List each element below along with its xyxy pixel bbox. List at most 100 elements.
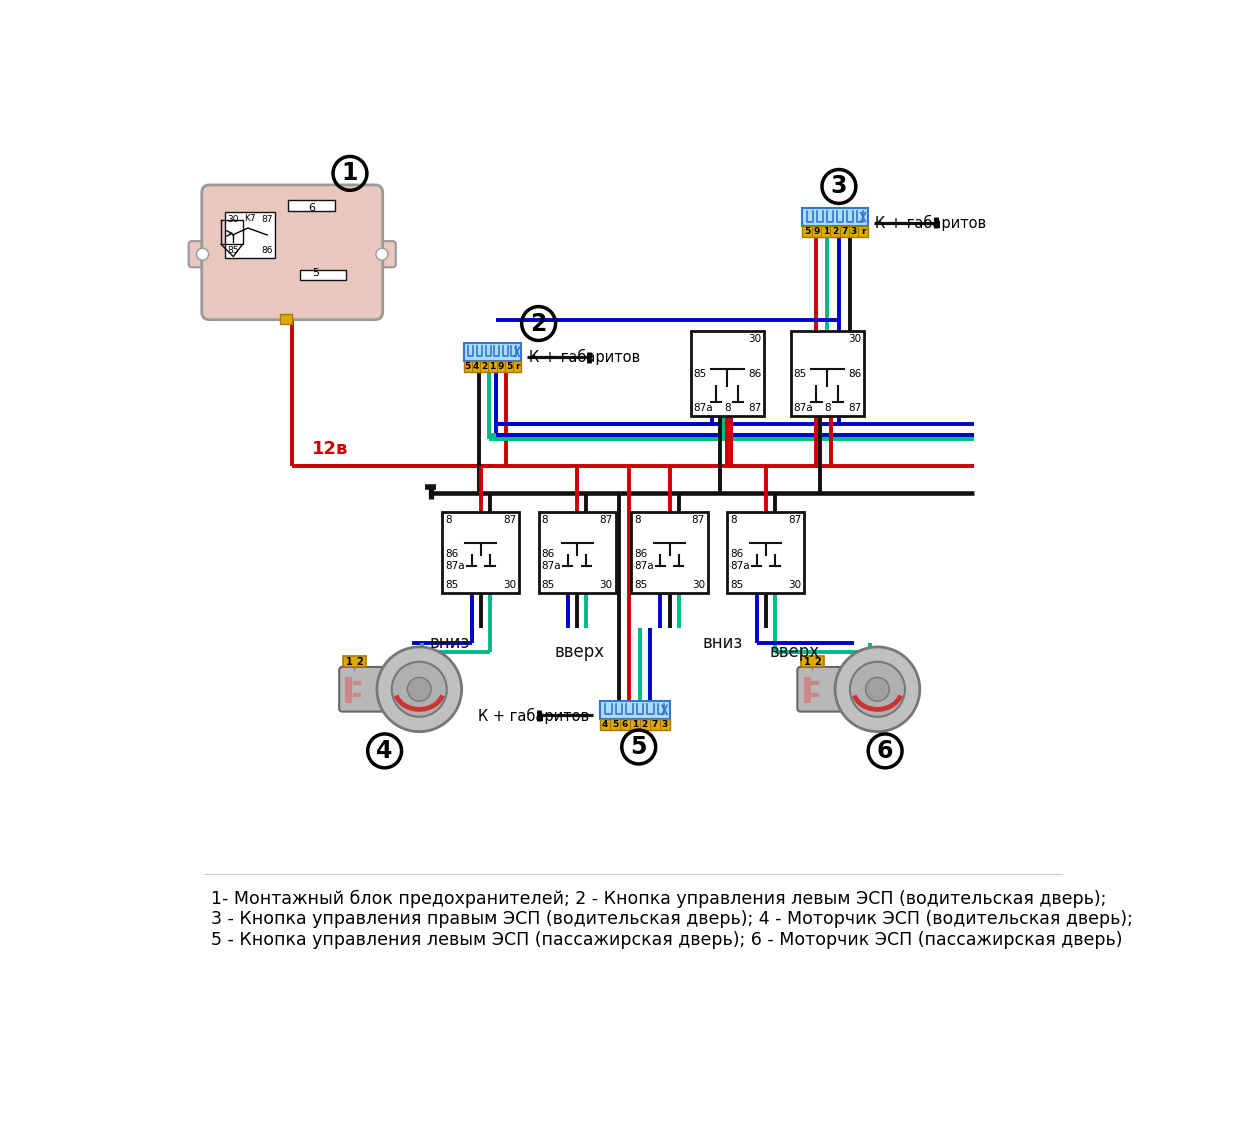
Text: 8: 8 (446, 515, 452, 525)
Text: 3: 3 (851, 227, 857, 236)
Text: 86: 86 (542, 549, 555, 559)
Text: 4: 4 (473, 362, 479, 371)
Text: 87a: 87a (634, 561, 653, 571)
Circle shape (377, 647, 462, 732)
Text: 86: 86 (446, 549, 458, 559)
Text: 87: 87 (748, 402, 762, 413)
Text: 30: 30 (227, 215, 238, 224)
Text: К + габаритов: К + габаритов (876, 215, 987, 230)
FancyBboxPatch shape (225, 212, 275, 259)
Text: 87: 87 (848, 402, 862, 413)
Text: 87a: 87a (542, 561, 562, 571)
Text: 5: 5 (464, 362, 471, 371)
Text: 87: 87 (261, 215, 273, 224)
Text: 3: 3 (831, 174, 847, 199)
Text: 3: 3 (662, 720, 668, 729)
FancyBboxPatch shape (201, 185, 383, 319)
FancyBboxPatch shape (463, 361, 521, 372)
Text: 6: 6 (622, 720, 629, 729)
Text: 87a: 87a (446, 561, 466, 571)
Text: 85: 85 (730, 580, 743, 590)
FancyBboxPatch shape (463, 343, 521, 361)
FancyBboxPatch shape (790, 332, 864, 416)
FancyBboxPatch shape (300, 270, 346, 280)
Text: 5 - Кнопка управления левым ЭСП (пассажирская дверь); 6 - Моторчик ЭСП (пассажир: 5 - Кнопка управления левым ЭСП (пассажи… (211, 931, 1123, 949)
Text: вниз: вниз (703, 634, 742, 652)
Text: 30: 30 (599, 580, 613, 590)
Text: 85: 85 (542, 580, 555, 590)
Text: 9: 9 (813, 227, 820, 236)
Text: 1: 1 (489, 362, 495, 371)
Text: 5: 5 (804, 227, 810, 236)
FancyBboxPatch shape (343, 656, 366, 667)
Text: 1: 1 (804, 656, 810, 667)
Text: 2: 2 (815, 656, 821, 667)
Circle shape (196, 248, 209, 261)
Text: 86: 86 (848, 369, 862, 379)
Text: 86: 86 (261, 246, 273, 255)
Text: вниз: вниз (429, 634, 469, 652)
Text: r: r (861, 227, 866, 236)
Circle shape (391, 662, 447, 717)
Text: 85: 85 (446, 580, 458, 590)
Text: 30: 30 (503, 580, 516, 590)
FancyBboxPatch shape (802, 656, 824, 667)
Text: K7: K7 (245, 215, 256, 224)
Text: 5: 5 (630, 735, 647, 759)
FancyBboxPatch shape (727, 513, 804, 593)
Text: 1: 1 (342, 162, 358, 185)
FancyBboxPatch shape (798, 667, 853, 711)
Text: 5: 5 (506, 362, 513, 371)
Text: 7: 7 (652, 720, 658, 729)
Text: 7: 7 (841, 227, 847, 236)
Text: 4: 4 (601, 720, 609, 729)
Text: 30: 30 (692, 580, 705, 590)
FancyBboxPatch shape (600, 719, 669, 731)
Text: 2: 2 (642, 720, 648, 729)
Text: 1: 1 (346, 656, 352, 667)
Text: 86: 86 (730, 549, 743, 559)
Text: 9: 9 (498, 362, 504, 371)
Text: 6: 6 (308, 203, 315, 214)
Text: 8: 8 (730, 515, 737, 525)
Text: вверх: вверх (555, 643, 604, 661)
Text: 5: 5 (611, 720, 619, 729)
Text: 1: 1 (823, 227, 829, 236)
FancyBboxPatch shape (600, 701, 669, 719)
Circle shape (375, 248, 388, 261)
Text: вверх: вверх (769, 643, 820, 661)
Text: 8: 8 (542, 515, 548, 525)
Text: 30: 30 (748, 334, 762, 344)
Text: 12в: 12в (311, 441, 348, 459)
Text: 87: 87 (599, 515, 613, 525)
Circle shape (835, 647, 920, 732)
FancyBboxPatch shape (631, 513, 708, 593)
FancyBboxPatch shape (280, 314, 293, 325)
Text: 8: 8 (824, 402, 831, 413)
FancyBboxPatch shape (189, 242, 216, 268)
FancyBboxPatch shape (288, 200, 335, 211)
Text: 87: 87 (788, 515, 802, 525)
Text: 5: 5 (311, 269, 319, 279)
FancyBboxPatch shape (690, 332, 763, 416)
Text: 2: 2 (832, 227, 839, 236)
Circle shape (850, 662, 905, 717)
FancyBboxPatch shape (538, 513, 615, 593)
Text: 86: 86 (748, 369, 762, 379)
FancyBboxPatch shape (340, 667, 395, 711)
Text: 85: 85 (634, 580, 647, 590)
FancyBboxPatch shape (442, 513, 520, 593)
Text: 8: 8 (634, 515, 641, 525)
Text: 87a: 87a (730, 561, 750, 571)
Text: 87a: 87a (693, 402, 713, 413)
FancyBboxPatch shape (368, 242, 395, 268)
Text: К + габаритов: К + габаритов (478, 707, 589, 724)
Text: 85: 85 (793, 369, 806, 379)
Text: 85: 85 (227, 246, 238, 255)
Circle shape (866, 678, 889, 701)
Text: 2: 2 (530, 311, 547, 336)
Text: 87a: 87a (793, 402, 813, 413)
Text: 87: 87 (692, 515, 705, 525)
Text: 85: 85 (693, 369, 706, 379)
Text: 30: 30 (848, 334, 862, 344)
